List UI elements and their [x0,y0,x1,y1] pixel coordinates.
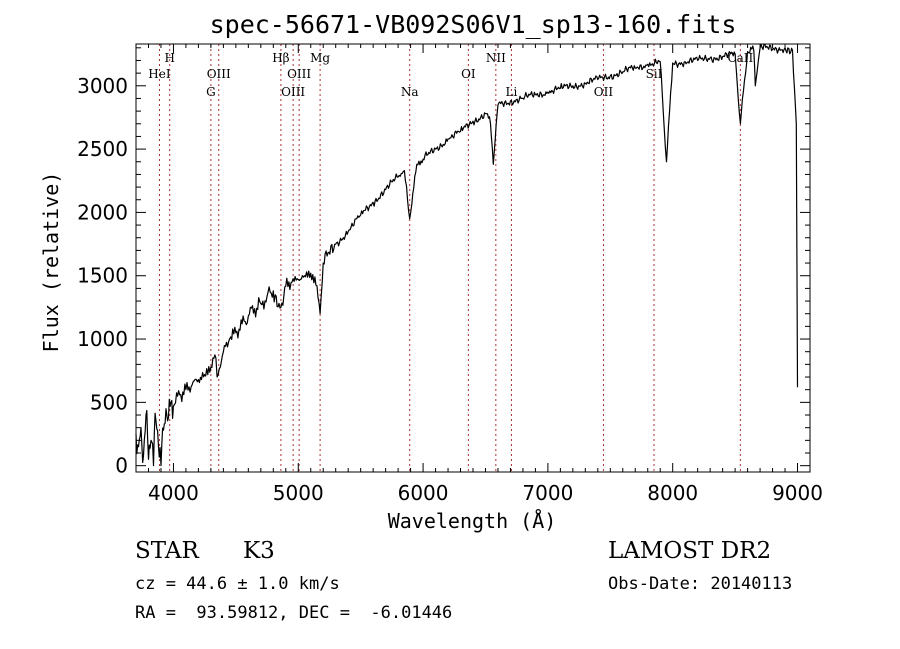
y-tick-label: 1000 [77,327,128,351]
observation-date: Obs-Date: 20140113 [608,574,793,594]
x-tick-label: 4000 [148,481,199,505]
y-axis: 0 500 1000 1500 2000 2500 3000 [77,47,810,478]
object-class: STAR [135,538,199,564]
y-tick-label: 2500 [77,137,128,161]
line-marker-label: Hβ [272,51,289,65]
line-marker-label: NII [486,51,506,65]
y-tick-label: 500 [90,390,128,414]
spectrum-series-line [135,43,799,467]
y-tick-label: 1500 [77,264,128,288]
redshift-velocity: cz = 44.6 ± 1.0 km/s [135,574,340,594]
chart-title: spec-56671-VB092S06V1_sp13-160.fits [210,10,737,39]
line-marker-label: OII [594,85,614,99]
y-tick-label: 0 [115,454,128,478]
survey-name: LAMOST DR2 [608,538,772,564]
line-marker-label: OI [461,67,476,81]
x-tick-label: 8000 [647,481,698,505]
y-axis-label: Flux (relative) [39,172,63,353]
object-subclass: K3 [243,538,275,564]
line-marker-label: Mg [310,51,330,65]
line-marker-label: SiI [646,67,663,81]
x-tick-label: 9000 [772,481,823,505]
line-marker-label: OIII [207,67,231,81]
x-tick-label: 7000 [522,481,573,505]
coordinates: RA = 93.59812, DEC = -6.01446 [135,603,453,623]
x-axis-label: Wavelength (Å) [388,509,557,533]
line-marker-label: H [164,51,174,65]
y-tick-label: 3000 [77,74,128,98]
x-tick-label: 6000 [398,481,449,505]
x-tick-label: 5000 [273,481,324,505]
line-marker-label: G [206,85,216,99]
line-marker-label: OIII [281,85,305,99]
y-tick-label: 2000 [77,200,128,224]
line-marker-label: OIII [287,67,311,81]
plot-frame [135,43,811,473]
x-axis: 4000 5000 6000 7000 8000 9000 [135,44,823,505]
line-marker-label: Na [401,85,419,99]
line-marker-label: Li [506,85,518,99]
line-marker-label: HeI [148,67,171,81]
